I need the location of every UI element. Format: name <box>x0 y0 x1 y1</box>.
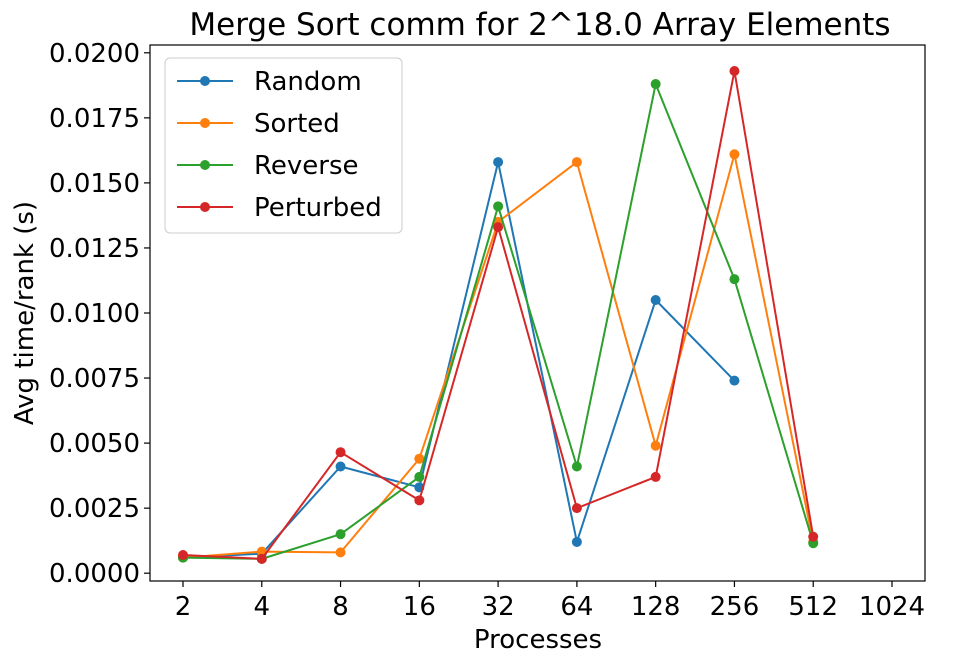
data-point-sorted <box>729 149 740 160</box>
y-tick-label: 0.0050 <box>49 429 140 459</box>
data-point-random <box>650 294 661 305</box>
y-tick-label: 0.0075 <box>49 364 140 394</box>
legend-label-random: Random <box>254 67 362 97</box>
legend-marker-random <box>200 76 210 86</box>
x-tick-label: 128 <box>631 592 681 622</box>
data-point-sorted <box>571 157 582 168</box>
legend-label-perturbed: Perturbed <box>254 193 382 223</box>
x-axis-label: Processes <box>474 625 602 655</box>
data-point-perturbed <box>650 471 661 482</box>
data-point-perturbed <box>414 495 425 506</box>
data-point-perturbed <box>493 222 504 233</box>
data-point-random <box>493 157 504 168</box>
data-point-reverse <box>493 201 504 212</box>
legend-marker-sorted <box>200 118 210 128</box>
y-tick-label: 0.0100 <box>49 299 140 329</box>
x-tick-label: 4 <box>254 592 271 622</box>
x-tick-label: 512 <box>788 592 838 622</box>
data-point-random <box>729 375 740 386</box>
data-point-perturbed <box>178 549 188 560</box>
data-point-perturbed <box>729 66 740 77</box>
series-layer <box>178 66 819 564</box>
legend-label-reverse: Reverse <box>254 151 359 181</box>
x-tick-label: 64 <box>560 592 593 622</box>
y-tick-label: 0.0175 <box>49 104 140 134</box>
data-point-reverse <box>650 79 661 90</box>
legend-label-sorted: Sorted <box>254 109 340 139</box>
x-tick-label: 32 <box>482 592 515 622</box>
x-tick-label: 2 <box>175 592 192 622</box>
data-point-reverse <box>335 529 346 540</box>
y-tick-label: 0.0000 <box>49 559 140 589</box>
y-tick-label: 0.0200 <box>49 39 140 69</box>
x-axis: 2 4 8 16 32 64 128 256 512 1024 <box>175 581 925 622</box>
x-tick-label: 16 <box>403 592 436 622</box>
data-point-sorted <box>650 440 661 451</box>
legend: Random Sorted Reverse Perturbed <box>164 57 403 234</box>
x-tick-label: 8 <box>332 592 349 622</box>
chart-title: Merge Sort comm for 2^18.0 Array Element… <box>189 7 890 43</box>
data-point-reverse <box>571 461 582 472</box>
legend-marker-perturbed <box>200 202 210 212</box>
legend-box <box>164 57 403 234</box>
data-point-reverse <box>729 274 740 285</box>
legend-marker-reverse <box>200 160 210 170</box>
x-tick-label: 1024 <box>859 592 925 622</box>
data-point-perturbed <box>335 447 346 458</box>
data-point-perturbed <box>571 503 582 514</box>
y-axis-label: Avg time/rank (s) <box>10 201 40 425</box>
y-tick-label: 0.0025 <box>49 494 140 524</box>
data-point-sorted <box>414 453 425 464</box>
data-point-sorted <box>335 547 346 558</box>
y-axis: 0.0000 0.0025 0.0050 0.0075 0.0100 0.0125 0.01… <box>49 39 150 589</box>
x-tick-label: 256 <box>710 592 760 622</box>
data-point-perturbed <box>808 531 819 542</box>
y-tick-label: 0.0150 <box>49 169 140 199</box>
y-tick-label: 0.0125 <box>49 234 140 264</box>
data-point-random <box>571 536 582 547</box>
data-point-reverse <box>414 471 425 482</box>
data-point-perturbed <box>256 553 267 564</box>
series-line-random <box>182 161 736 559</box>
data-point-random <box>335 461 346 472</box>
